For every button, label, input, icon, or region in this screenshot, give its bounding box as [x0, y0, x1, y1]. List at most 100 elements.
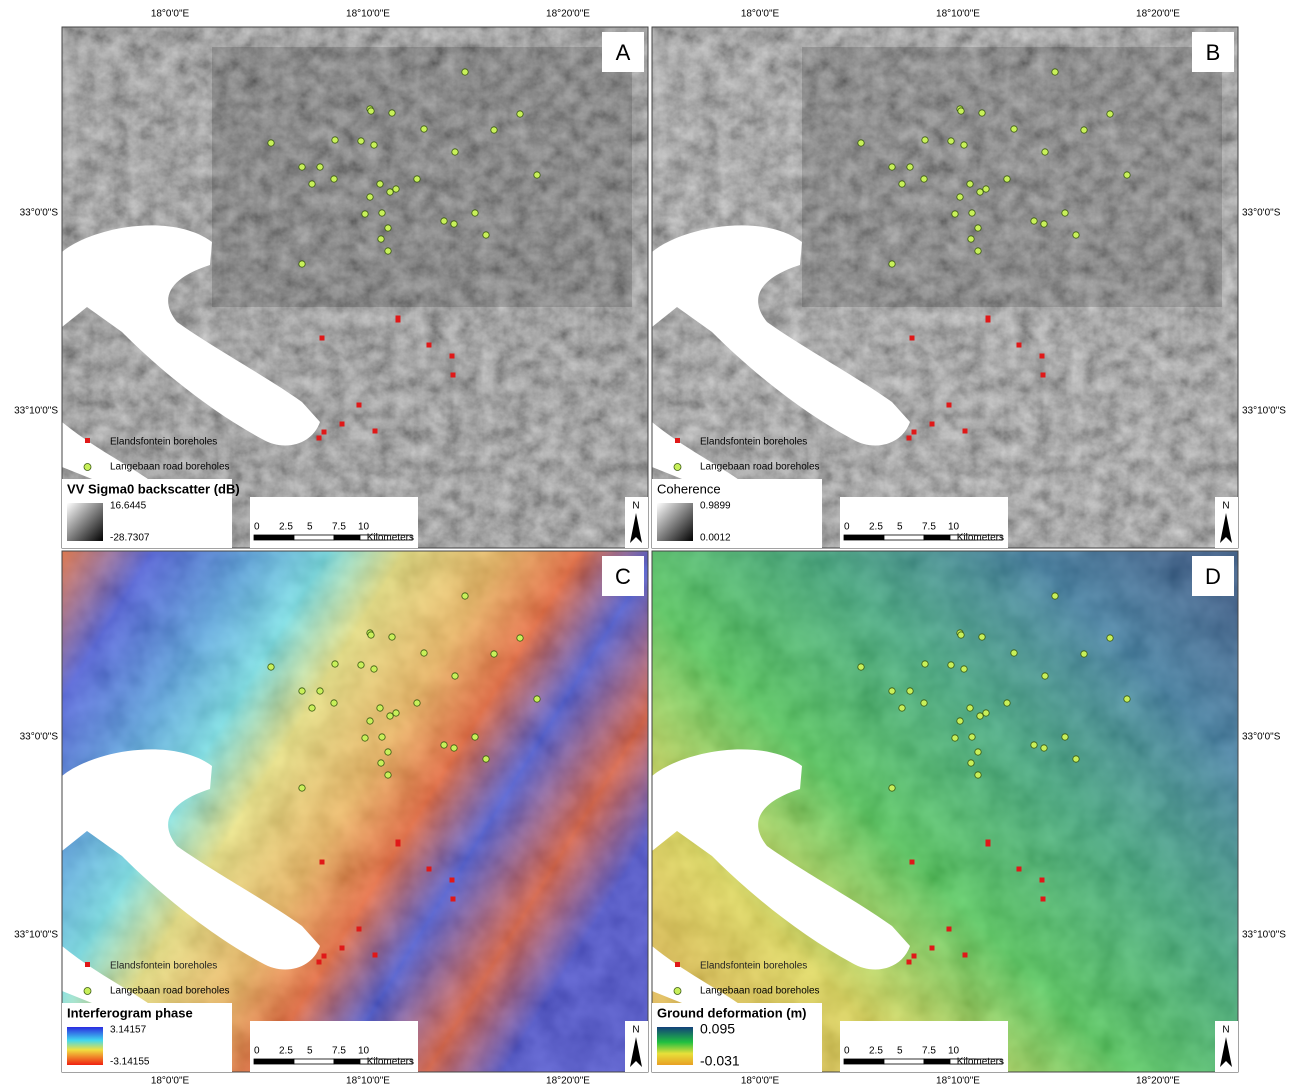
colorbar-max: 0.095 — [700, 1021, 735, 1037]
north-label: N — [1222, 1025, 1229, 1036]
langebaan-borehole — [362, 211, 368, 217]
elandsfontein-borehole — [930, 422, 935, 427]
elandsfontein-borehole — [357, 403, 362, 408]
langebaan-borehole — [975, 248, 981, 254]
langebaan-borehole — [967, 181, 973, 187]
right-coordinate-label: 33°10'0"S — [1242, 930, 1286, 941]
scale-unit: Kilometers — [367, 533, 414, 544]
colorbar-ramp — [67, 503, 103, 541]
langebaan-borehole — [368, 108, 374, 114]
langebaan-borehole — [1004, 700, 1010, 706]
top-coordinate-label: 18°20'0"E — [546, 9, 590, 20]
colorbar-title: VV Sigma0 backscatter (dB) — [67, 481, 240, 496]
colorbar-min: -0.031 — [700, 1053, 740, 1069]
langebaan-borehole — [889, 164, 895, 170]
scale-label: 0 — [844, 1046, 850, 1057]
langebaan-borehole — [958, 108, 964, 114]
colorbar-title: Ground deformation (m) — [657, 1005, 807, 1020]
elandsfontein-borehole — [340, 946, 345, 951]
langebaan-borehole — [1011, 126, 1017, 132]
langebaan-borehole — [299, 785, 305, 791]
legend-symbol — [85, 438, 90, 443]
langebaan-borehole — [358, 662, 364, 668]
langebaan-borehole — [983, 710, 989, 716]
top-coordinate-label: 18°10'0"E — [936, 9, 980, 20]
langebaan-borehole — [1052, 69, 1058, 75]
langebaan-borehole — [979, 110, 985, 116]
langebaan-borehole — [975, 225, 981, 231]
right-coordinate-label: 33°0'0"S — [1242, 208, 1281, 219]
langebaan-borehole — [948, 138, 954, 144]
langebaan-borehole — [393, 186, 399, 192]
langebaan-borehole — [1107, 635, 1113, 641]
langebaan-borehole — [1081, 127, 1087, 133]
langebaan-borehole — [921, 700, 927, 706]
langebaan-borehole — [299, 261, 305, 267]
langebaan-borehole — [1062, 734, 1068, 740]
langebaan-borehole — [1042, 149, 1048, 155]
panel-letter: B — [1206, 40, 1221, 65]
scale-unit: Kilometers — [957, 533, 1004, 544]
langebaan-borehole — [385, 749, 391, 755]
langebaan-borehole — [975, 749, 981, 755]
langebaan-borehole — [983, 186, 989, 192]
colorbar-ramp — [67, 1027, 103, 1065]
left-coordinate-label: 33°10'0"S — [14, 406, 58, 417]
north-label: N — [632, 501, 639, 512]
elandsfontein-borehole — [373, 429, 378, 434]
langebaan-borehole — [385, 772, 391, 778]
langebaan-borehole — [309, 705, 315, 711]
langebaan-borehole — [414, 176, 420, 182]
langebaan-borehole — [889, 785, 895, 791]
langebaan-borehole — [952, 735, 958, 741]
elandsfontein-borehole — [427, 343, 432, 348]
scale-label: 5 — [307, 522, 313, 533]
langebaan-borehole — [1041, 745, 1047, 751]
scale-label: 7.5 — [332, 1046, 346, 1057]
langebaan-borehole — [462, 593, 468, 599]
elandsfontein-borehole — [947, 403, 952, 408]
legend-label: Langebaan road boreholes — [700, 986, 820, 997]
langebaan-borehole — [977, 189, 983, 195]
langebaan-borehole — [472, 734, 478, 740]
langebaan-borehole — [922, 137, 928, 143]
elandsfontein-borehole — [947, 927, 952, 932]
langebaan-borehole — [952, 211, 958, 217]
elandsfontein-borehole — [986, 840, 991, 845]
legend-label: Langebaan road boreholes — [110, 462, 230, 473]
scale-segment — [334, 535, 360, 540]
langebaan-borehole — [362, 735, 368, 741]
scale-label: 10 — [358, 522, 370, 533]
north-label: N — [1222, 501, 1229, 512]
langebaan-borehole — [968, 236, 974, 242]
legend-symbol — [675, 962, 680, 967]
elandsfontein-borehole — [451, 373, 456, 378]
elandsfontein-borehole — [1017, 343, 1022, 348]
colorbar-min: -3.14155 — [110, 1057, 150, 1068]
langebaan-borehole — [517, 111, 523, 117]
elandsfontein-borehole — [910, 336, 915, 341]
bottom-coordinate-label: 18°20'0"E — [1136, 1076, 1180, 1087]
langebaan-borehole — [331, 700, 337, 706]
langebaan-borehole — [1062, 210, 1068, 216]
bottom-coordinate-label: 18°20'0"E — [546, 1076, 590, 1087]
legend-label: Langebaan road boreholes — [110, 986, 230, 997]
langebaan-borehole — [317, 164, 323, 170]
scale-label: 0 — [844, 522, 850, 533]
legend-symbol — [674, 988, 681, 995]
langebaan-borehole — [921, 176, 927, 182]
scale-label: 0 — [254, 1046, 260, 1057]
scale-segment — [844, 1059, 884, 1064]
top-coordinate-label: 18°0'0"E — [741, 9, 780, 20]
langebaan-borehole — [317, 688, 323, 694]
langebaan-borehole — [379, 734, 385, 740]
elandsfontein-borehole — [1040, 354, 1045, 359]
langebaan-borehole — [957, 718, 963, 724]
colorbar-ramp — [657, 1027, 693, 1065]
langebaan-borehole — [387, 189, 393, 195]
langebaan-borehole — [1004, 176, 1010, 182]
scale-label: 2.5 — [869, 522, 883, 533]
north-label: N — [632, 1025, 639, 1036]
elandsfontein-borehole — [317, 960, 322, 965]
langebaan-borehole — [1081, 651, 1087, 657]
